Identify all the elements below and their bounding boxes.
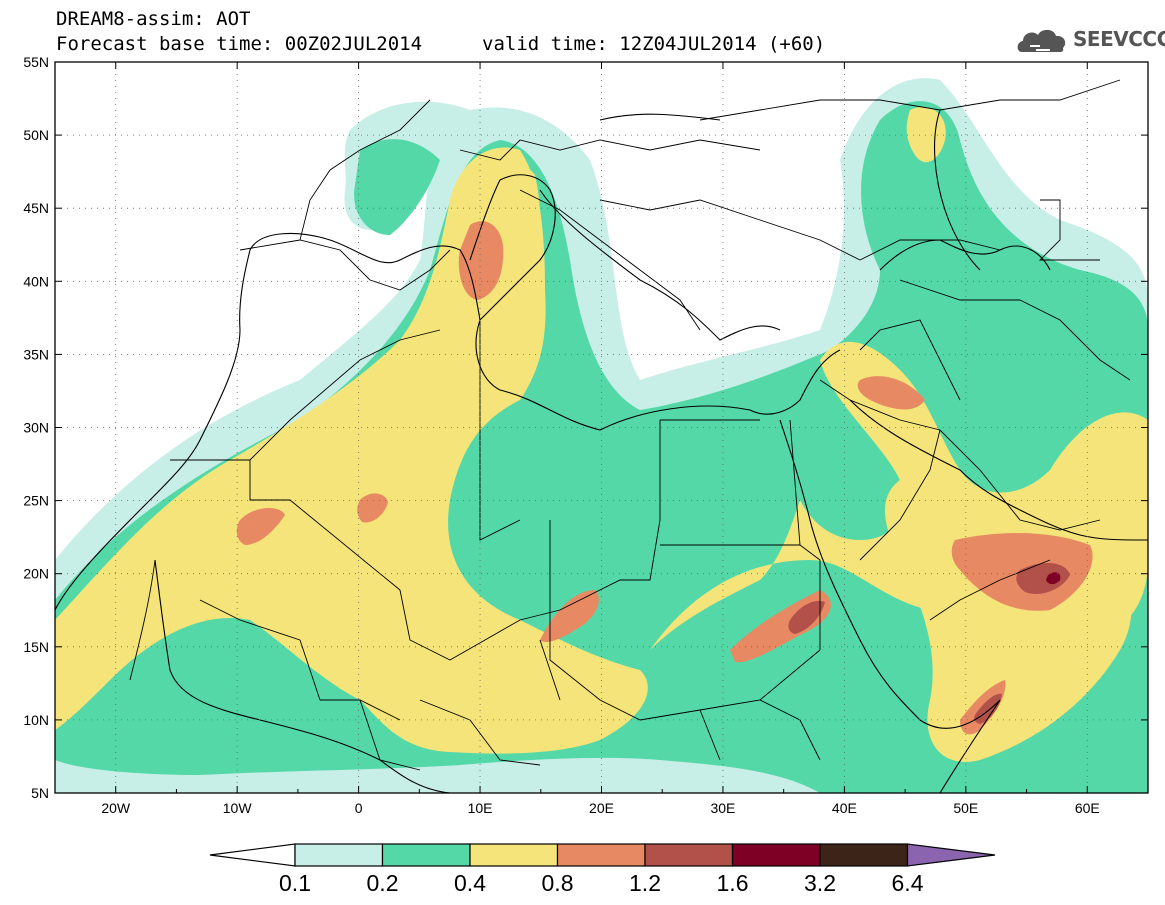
colorbar-label: 3.2	[804, 870, 836, 896]
aot-band-0.8-morocco	[357, 493, 388, 523]
colorbar-label: 0.4	[454, 870, 486, 896]
colorbar-label: 0.8	[541, 870, 574, 896]
lat-label: 20N	[23, 566, 49, 582]
colorbar-label: 1.6	[716, 870, 749, 896]
colorbar-label: 0.1	[279, 870, 311, 896]
lat-label: 55N	[23, 54, 49, 70]
aot-band-1.2-oman	[1016, 563, 1070, 595]
lon-label: 40E	[832, 800, 857, 816]
lat-label: 15N	[23, 639, 49, 655]
cloud-icon	[1017, 29, 1066, 52]
forecast-base-time: Forecast base time: 00Z02JUL2014	[56, 33, 423, 55]
lon-label: 0	[355, 800, 363, 816]
lon-label: 10W	[223, 800, 253, 816]
colorbar-label: 0.2	[366, 870, 399, 896]
lat-label: 25N	[23, 493, 49, 509]
colorbar-box	[381, 843, 471, 867]
aot-band-1.2-sudan	[788, 600, 825, 634]
logo-text: SEEVCCC	[1073, 27, 1165, 51]
colorbar-box	[469, 843, 559, 867]
lat-label: 35N	[23, 346, 49, 362]
lon-label: 30E	[710, 800, 735, 816]
colorbar-label: 1.2	[629, 870, 661, 896]
lat-label: 5N	[31, 785, 49, 801]
lat-label: 30N	[23, 420, 49, 436]
aot-band-1.6-oman	[1046, 572, 1061, 585]
country-borders	[129, 79, 1131, 771]
aot-band-0.8-alps	[458, 221, 504, 300]
latitude-labels: 55N 50N 45N 40N 35N 30N 25N 20N 15N 10N 5N	[23, 54, 49, 801]
colorbar	[209, 843, 996, 867]
aot-band-0.8-sahara	[236, 508, 285, 545]
colorbar-box	[294, 843, 384, 867]
lon-label: 50E	[953, 800, 978, 816]
lon-label: 10E	[468, 800, 493, 816]
colorbar-box	[556, 843, 646, 867]
lon-label: 60E	[1075, 800, 1100, 816]
lat-label: 10N	[23, 712, 49, 728]
colorbar-box	[731, 843, 821, 867]
gridlines	[55, 62, 1148, 793]
colorbar-arrow-high	[906, 843, 996, 867]
lon-label: 20E	[589, 800, 614, 816]
colorbar-arrow-low	[209, 843, 296, 867]
colorbar-label: 6.4	[891, 870, 924, 896]
valid-time: valid time: 12Z04JUL2014 (+60)	[482, 33, 826, 55]
lon-label: 20W	[101, 800, 131, 816]
lat-label: 40N	[23, 273, 49, 289]
aot-band-0.8-chad	[540, 590, 599, 642]
longitude-labels: 20W 10W 0 10E 20E 30E 40E 50E 60E	[101, 800, 1099, 816]
map-title: DREAM8-assim: AOT	[56, 8, 251, 30]
lat-label: 50N	[23, 127, 49, 143]
colorbar-box	[644, 843, 734, 867]
aot-band-0.8-iraq	[857, 376, 925, 410]
lat-label: 45N	[23, 200, 49, 216]
aot-band-0.2-france	[354, 139, 440, 235]
aot-band-0.4-caspian	[906, 106, 946, 163]
axis-ticks	[54, 61, 1149, 794]
colorbar-box	[819, 843, 909, 867]
